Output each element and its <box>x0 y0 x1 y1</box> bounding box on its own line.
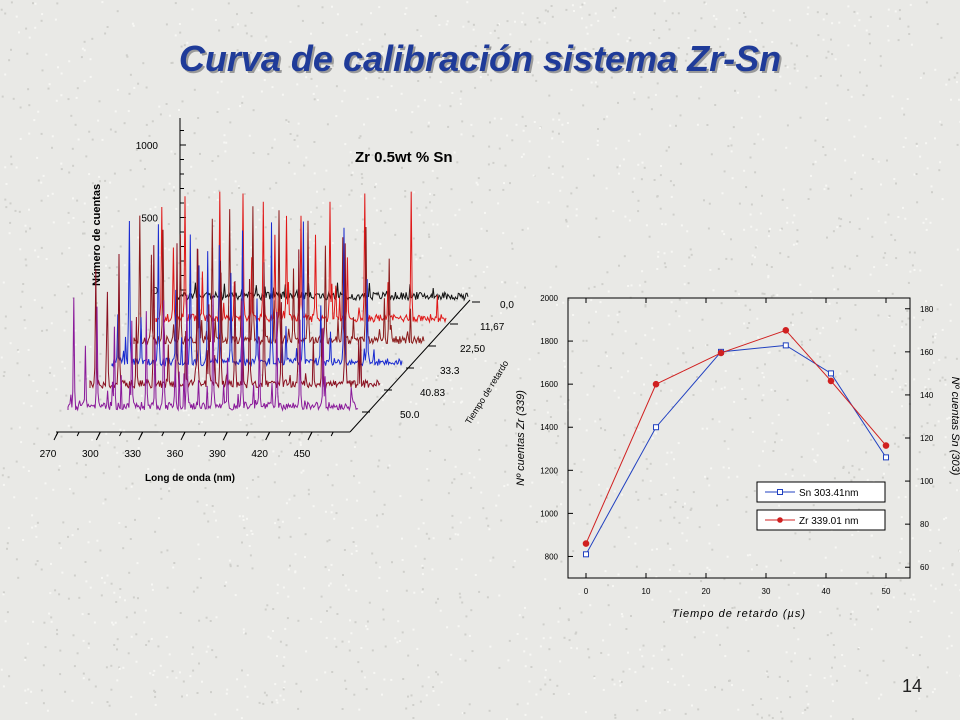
y2-tick-label: 120 <box>920 434 934 443</box>
x-minor-tick <box>267 431 271 437</box>
x-minor-tick <box>288 431 292 437</box>
x-axis-label: Tiempo de retardo (µs) <box>672 608 806 620</box>
y2-tick-label: 160 <box>920 348 934 357</box>
y-tick-label: 1000 <box>136 141 159 152</box>
x-minor-tick <box>97 431 101 437</box>
data-point <box>782 342 789 349</box>
x-minor-tick <box>224 431 228 437</box>
x-tick-label: 300 <box>82 449 99 460</box>
x-minor-tick <box>182 431 186 437</box>
data-point <box>583 551 589 558</box>
depth-tick-label: 0,0 <box>500 300 514 311</box>
x-axis-label: Long de onda (nm) <box>145 473 235 484</box>
x-minor-tick <box>203 431 207 437</box>
depth-tick-label: 40.83 <box>420 388 445 399</box>
legend-label: Sn 303.41nm <box>799 488 859 499</box>
y-axis-label: Número de cuentas <box>91 184 103 286</box>
x-minor-tick <box>119 431 122 437</box>
x-minor-tick <box>246 431 249 437</box>
x-minor-tick <box>140 431 144 437</box>
y2-tick-label: 180 <box>920 305 934 314</box>
legend-swatch-marker <box>777 517 783 523</box>
y-tick-label: 1800 <box>540 337 558 346</box>
data-point <box>882 442 890 449</box>
data-point <box>582 540 590 547</box>
depth-tick-label: 11,67 <box>480 322 505 333</box>
data-point <box>883 454 889 461</box>
spectrum-series-line <box>111 220 403 368</box>
slide-title: Curva de calibración sistema Zr-Sn <box>178 38 782 79</box>
legend-box <box>756 481 886 503</box>
series-line <box>585 344 887 555</box>
x-tick-label: 330 <box>124 449 141 460</box>
y-tick-label: 1600 <box>540 380 558 389</box>
y-tick-label: 500 <box>141 214 158 225</box>
spectrum-series-line <box>89 243 381 390</box>
x-tick-label: 270 <box>40 449 57 460</box>
x-tick-label: 10 <box>642 587 651 596</box>
data-point <box>653 424 660 431</box>
x-minor-tick <box>330 431 334 437</box>
chart-inner-title: Zr 0.5wt % Sn <box>355 149 453 166</box>
legend-label: Zr 339.01 nm <box>799 516 858 527</box>
data-point <box>827 377 835 385</box>
y-axis-label: Nº cuentas Zr (339) <box>515 390 527 486</box>
y2-axis-label: Nº cuentas Sn (303) <box>949 377 960 476</box>
x-tick-label: 360 <box>167 449 184 460</box>
x-tick-label: 450 <box>294 449 311 460</box>
depth-axis-line <box>349 299 471 433</box>
y-tick-label: 1200 <box>540 466 558 475</box>
x-minor-tick <box>55 431 59 437</box>
spectrum-series-line <box>67 294 359 412</box>
spectrum-series-line <box>155 191 447 324</box>
data-point <box>652 380 660 388</box>
y2-tick-label: 60 <box>920 563 929 572</box>
x-minor-tick <box>309 431 313 437</box>
depth-tick-label: 22,50 <box>460 344 485 355</box>
y-tick-label: 0 <box>152 286 158 297</box>
x-tick-label: 420 <box>251 449 268 460</box>
y2-tick-label: 80 <box>920 520 929 529</box>
data-point <box>827 370 834 377</box>
data-point <box>782 327 790 334</box>
y-tick-label: 1400 <box>540 423 558 432</box>
depth-tick-label: 50.0 <box>400 410 420 421</box>
x-tick-label: 0 <box>584 587 589 596</box>
series-line <box>585 329 887 544</box>
y2-tick-label: 140 <box>920 391 934 400</box>
page-number: 14 <box>901 676 922 696</box>
x-tick-label: 30 <box>762 587 771 596</box>
x-tick-label: 390 <box>209 449 226 460</box>
spectrum-series-line <box>177 282 469 302</box>
x-tick-label: 20 <box>702 587 711 596</box>
depth-tick-label: 33.3 <box>440 366 460 377</box>
legend: Sn 303.41nm Zr 339.01 nm <box>756 481 886 531</box>
data-point <box>717 349 725 357</box>
x-tick-label: 50 <box>882 587 891 596</box>
legend-box <box>756 509 886 531</box>
x-tick-label: 40 <box>822 587 831 596</box>
y-tick-label: 2000 <box>540 294 558 303</box>
x-minor-tick <box>76 431 80 437</box>
x-minor-tick <box>161 431 165 437</box>
y-tick-label: 1000 <box>540 509 558 518</box>
spectrum-series-line <box>133 206 425 346</box>
y-tick-label: 800 <box>545 552 559 561</box>
plot-frame <box>567 297 911 579</box>
legend-swatch-marker <box>777 489 783 495</box>
y2-tick-label: 100 <box>920 477 934 486</box>
